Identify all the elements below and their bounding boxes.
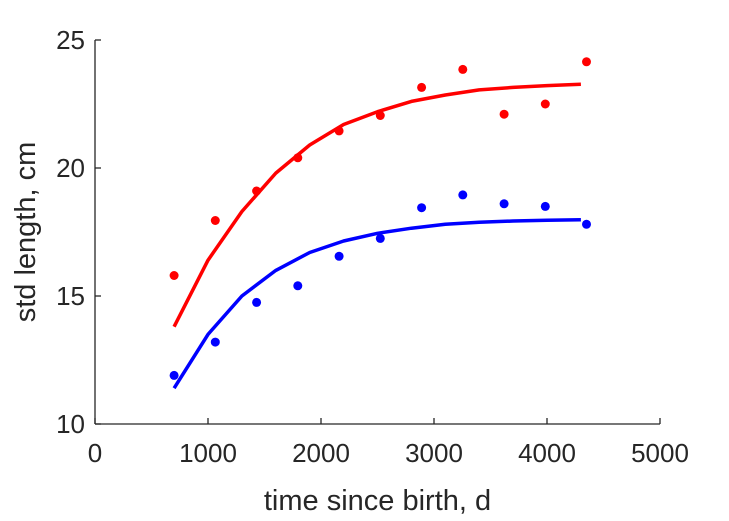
data-point-series-1	[417, 82, 427, 92]
y-tick-label: 10	[56, 409, 85, 439]
x-axis-label: time since birth, d	[264, 485, 491, 517]
data-point-series-2	[210, 337, 220, 347]
data-point-series-1	[210, 216, 220, 225]
axes	[94, 40, 660, 425]
data-point-series-2	[540, 201, 550, 211]
y-tick-label: 25	[56, 25, 85, 55]
x-tick-label: 4000	[518, 438, 576, 468]
data-point-series-1	[540, 99, 550, 109]
y-ticks: 10 15 20 25	[56, 25, 101, 439]
data-point-series-1	[458, 64, 468, 74]
y-tick-label: 20	[56, 153, 85, 183]
data-point-series-1	[499, 109, 509, 119]
data-point-series-2	[169, 370, 179, 380]
data-point-series-1	[169, 271, 179, 280]
fit-curve-series-1	[172, 82, 581, 328]
data-point-series-2	[417, 203, 427, 213]
data-point-series-2	[582, 219, 591, 229]
data-point-series-2	[334, 251, 344, 261]
y-tick-label: 15	[56, 281, 85, 311]
x-tick-label: 1000	[179, 438, 237, 468]
x-ticks: 0 1000 2000 3000 4000 5000	[88, 418, 689, 468]
data-point-series-1	[293, 153, 303, 163]
data-point-series-2	[499, 199, 509, 209]
data-point-series-1	[375, 111, 385, 120]
y-axis-label: std length, cm	[10, 142, 42, 323]
data-point-series-2	[375, 233, 385, 243]
data-point-series-2	[293, 281, 303, 291]
data-point-series-1	[252, 186, 262, 196]
x-tick-label: 5000	[631, 438, 689, 468]
x-tick-label: 2000	[292, 438, 350, 468]
data-point-series-2	[252, 297, 262, 307]
data-point-series-1	[582, 57, 591, 67]
series-layer	[169, 57, 591, 390]
x-tick-label: 0	[88, 438, 102, 468]
data-point-series-1	[334, 126, 344, 136]
x-tick-label: 3000	[405, 438, 463, 468]
data-point-series-2	[458, 190, 468, 200]
fit-curve-series-2	[172, 217, 581, 390]
